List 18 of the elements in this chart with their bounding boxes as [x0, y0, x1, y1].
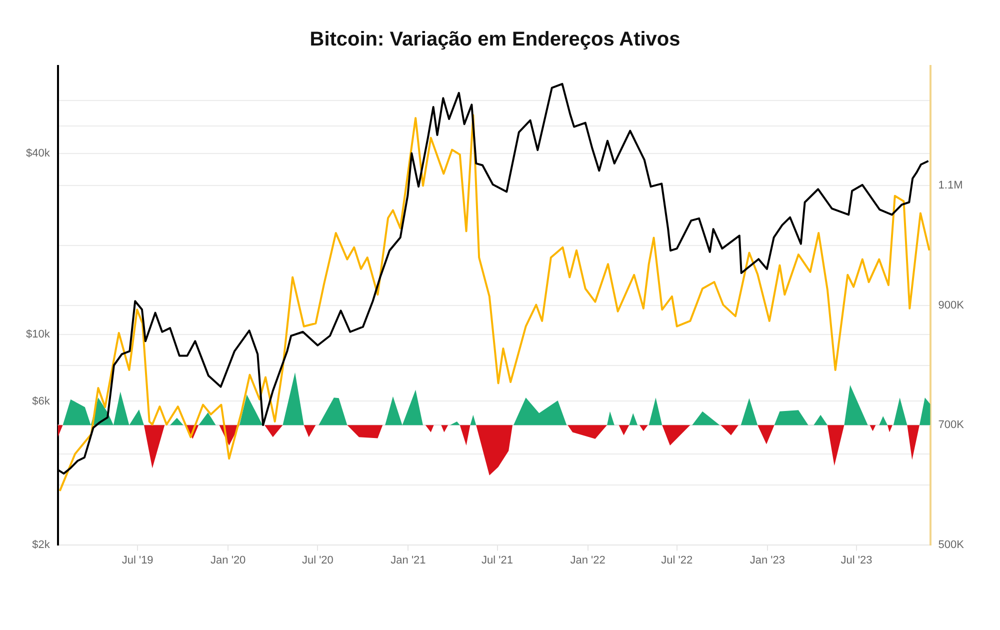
x-tick-label: Jul '23: [840, 554, 872, 566]
x-tick-label: Jul '20: [302, 554, 334, 566]
x-tick-label: Jan '22: [570, 554, 606, 566]
x-tick-label: Jul '21: [482, 554, 514, 566]
y2-tick-label: 700K: [938, 419, 965, 432]
x-tick-label: Jan '20: [210, 554, 246, 566]
x-tick-label: Jan '21: [390, 554, 426, 566]
y2-tick-label: 500K: [938, 538, 965, 551]
x-tick-label: Jan '23: [750, 554, 785, 566]
x-tick-label: Jul '22: [661, 554, 693, 566]
y2-tick-label: 1.1M: [938, 180, 963, 192]
chart-title: Bitcoin: Variação em Endereços Ativos: [310, 28, 680, 51]
y2-tick-label: 900K: [938, 299, 965, 312]
y-tick-label: $40k: [26, 147, 50, 160]
y-tick-label: $10k: [26, 328, 50, 340]
y-tick-label: $6k: [32, 395, 50, 408]
y-tick-label: $2k: [32, 538, 50, 551]
x-tick-label: Jul '19: [122, 554, 154, 566]
